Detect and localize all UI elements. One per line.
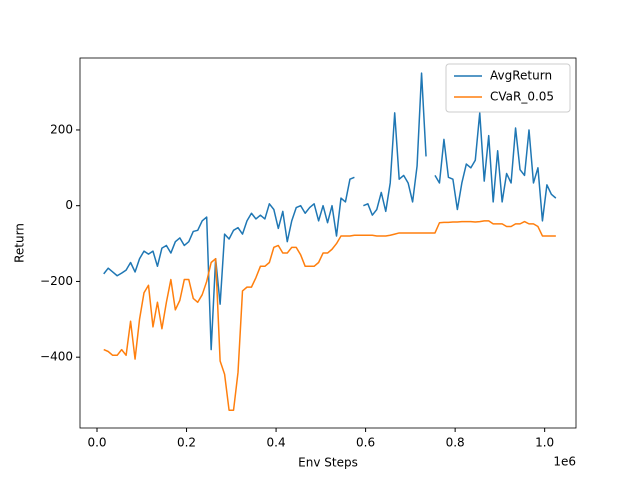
line-series xyxy=(103,72,557,351)
x-tick-label: 0.4 xyxy=(267,436,286,450)
line-series xyxy=(103,220,556,411)
x-tick-label: 0.8 xyxy=(446,436,465,450)
y-tick-label: −200 xyxy=(40,274,73,288)
y-tick-label: 0 xyxy=(65,198,73,212)
legend-label: AvgReturn xyxy=(490,69,552,83)
plot-frame xyxy=(79,57,577,429)
x-tick-label: 0.2 xyxy=(177,436,196,450)
y-axis-label: Return xyxy=(13,223,27,263)
x-axis-label: Env Steps xyxy=(298,456,358,470)
y-tick-label: 200 xyxy=(50,122,73,136)
x-offset-label: 1e6 xyxy=(553,455,576,469)
x-tick-label: 0.0 xyxy=(87,436,106,450)
y-tick-label: −400 xyxy=(40,350,73,364)
x-tick-label: 0.6 xyxy=(356,436,375,450)
legend-label: CVaR_0.05 xyxy=(490,90,554,104)
x-tick-label: 1.0 xyxy=(535,436,554,450)
